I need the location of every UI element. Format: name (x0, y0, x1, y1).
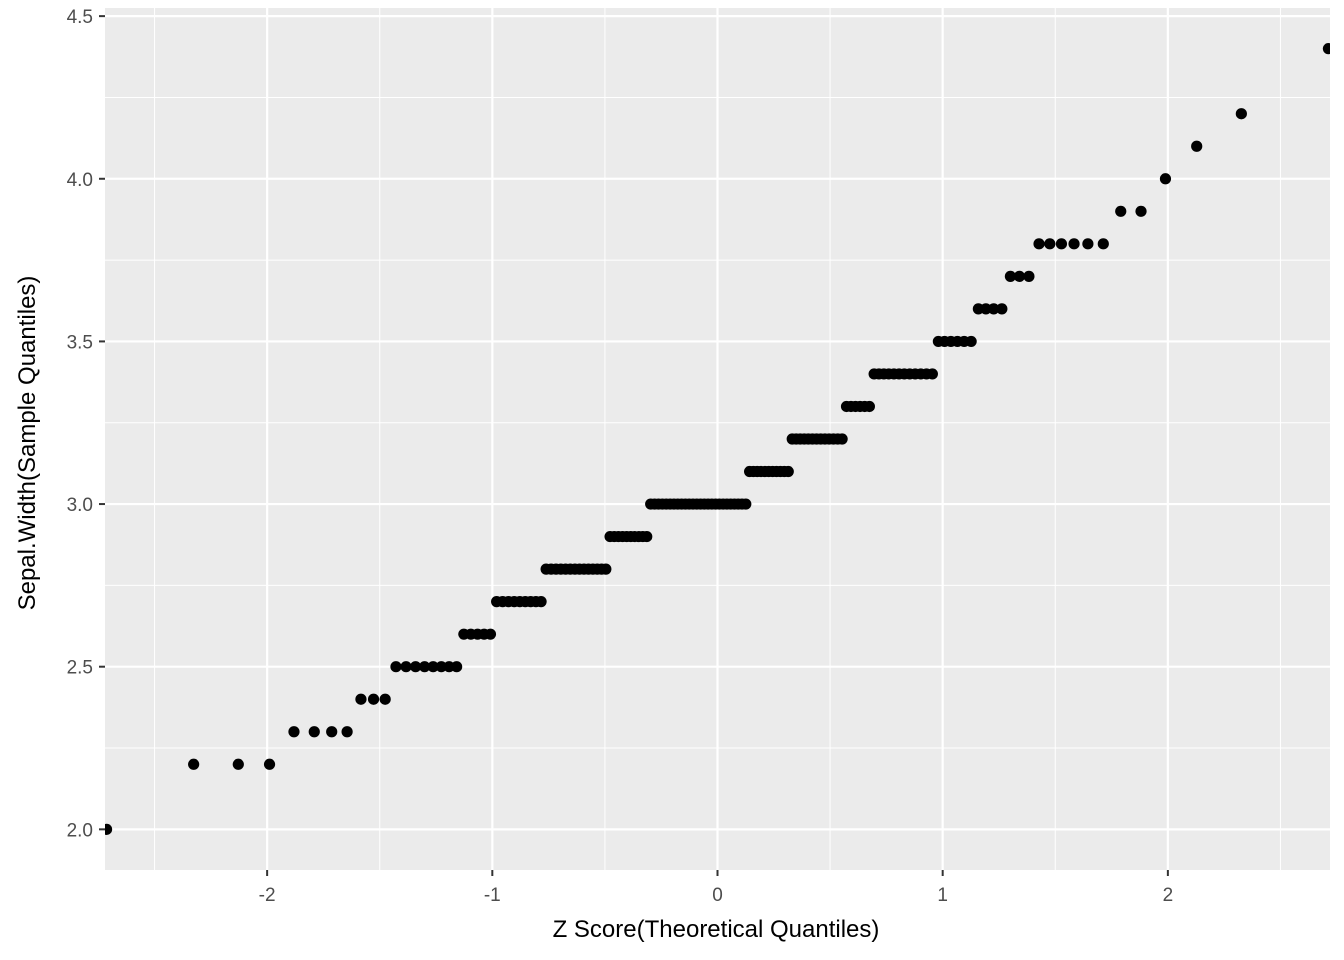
data-point (1191, 140, 1203, 152)
data-point (782, 465, 794, 478)
y-axis: 2.0 2.5 3.0 3.5 4.0 4.5 (67, 7, 105, 841)
data-point (379, 693, 391, 705)
y-tick-label: 4.5 (67, 7, 93, 28)
data-point (326, 726, 338, 738)
data-point (451, 661, 463, 673)
data-point (288, 726, 300, 738)
data-point (1068, 238, 1080, 250)
data-point (980, 303, 992, 315)
y-tick-label: 3.0 (67, 495, 93, 516)
data-point (1235, 108, 1247, 120)
x-tick-label: 1 (937, 885, 948, 906)
data-point (740, 498, 752, 510)
data-point (1004, 270, 1017, 282)
data-point (390, 661, 402, 673)
data-point (105, 823, 113, 835)
data-point (418, 661, 431, 673)
data-point (1023, 270, 1035, 282)
x-tick-label: 0 (712, 885, 723, 906)
data-point (409, 661, 422, 673)
data-point (1135, 205, 1147, 217)
data-point (1159, 173, 1172, 185)
x-tick-label: -1 (484, 885, 501, 906)
y-tick-label: 2.5 (67, 658, 93, 679)
data-point (1013, 270, 1026, 282)
data-point (308, 726, 320, 738)
x-tick-label: 2 (1163, 885, 1174, 906)
data-point (484, 628, 497, 640)
data-point (1115, 205, 1127, 217)
data-point (263, 758, 276, 770)
data-point (427, 661, 439, 673)
data-point (435, 661, 447, 673)
x-axis: -2 -1 0 1 2 (259, 870, 1173, 906)
data-point (1055, 238, 1068, 250)
y-axis-title: Sepal.Width(Sample Quantiles) (14, 276, 41, 611)
data-point (1044, 238, 1056, 250)
data-point (1097, 238, 1109, 250)
data-point (1033, 238, 1045, 250)
data-point (1322, 43, 1330, 55)
x-axis-title: Z Score(Theoretical Quantiles) (553, 916, 880, 943)
data-point (400, 661, 412, 673)
data-point (341, 726, 353, 738)
data-points (105, 43, 1330, 835)
y-tick-label: 3.5 (67, 332, 93, 353)
y-tick-label: 4.0 (67, 170, 93, 191)
data-point (232, 758, 244, 770)
y-tick-label: 2.0 (67, 820, 93, 841)
data-point (988, 303, 1000, 315)
data-point (836, 433, 848, 445)
data-point (863, 400, 875, 413)
data-point (367, 693, 380, 705)
x-tick-label: -2 (259, 885, 276, 906)
data-point (965, 335, 977, 348)
data-point (600, 563, 612, 575)
data-point (188, 758, 200, 770)
data-point (641, 530, 653, 543)
data-point (996, 303, 1008, 315)
data-point (926, 368, 938, 380)
data-point (535, 596, 547, 608)
data-point (1082, 238, 1094, 250)
data-point (355, 693, 367, 705)
